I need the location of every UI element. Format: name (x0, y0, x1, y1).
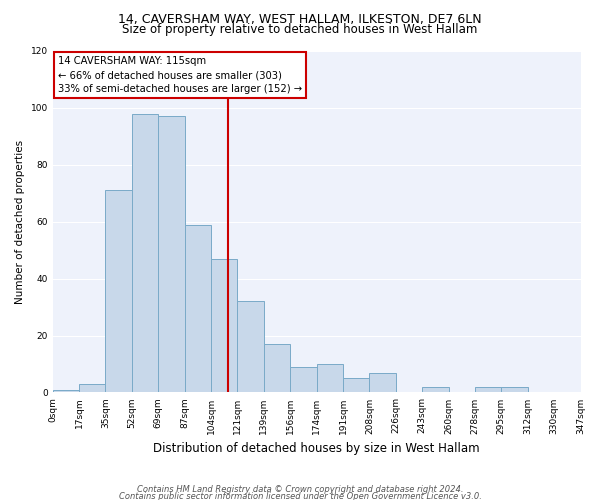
Bar (53, 390, 79, 392)
Bar (132, 114, 158, 392)
Bar (106, 190, 132, 392)
Text: Size of property relative to detached houses in West Hallam: Size of property relative to detached ho… (122, 22, 478, 36)
Bar (79, 384, 106, 392)
Text: 14 CAVERSHAM WAY: 115sqm
← 66% of detached houses are smaller (303)
33% of semi-: 14 CAVERSHAM WAY: 115sqm ← 66% of detach… (58, 56, 302, 94)
Text: Contains HM Land Registry data © Crown copyright and database right 2024.: Contains HM Land Registry data © Crown c… (137, 486, 463, 494)
Bar (238, 302, 264, 392)
Bar (158, 116, 185, 392)
Bar (370, 372, 396, 392)
Bar (185, 224, 211, 392)
Bar (211, 258, 238, 392)
X-axis label: Distribution of detached houses by size in West Hallam: Distribution of detached houses by size … (153, 442, 480, 455)
Bar (343, 378, 370, 392)
Bar (502, 386, 528, 392)
Bar (475, 386, 502, 392)
Text: 14, CAVERSHAM WAY, WEST HALLAM, ILKESTON, DE7 6LN: 14, CAVERSHAM WAY, WEST HALLAM, ILKESTON… (118, 12, 482, 26)
Bar (317, 364, 343, 392)
Bar (264, 344, 290, 393)
Bar (422, 386, 449, 392)
Y-axis label: Number of detached properties: Number of detached properties (15, 140, 25, 304)
Bar (290, 367, 317, 392)
Text: Contains public sector information licensed under the Open Government Licence v3: Contains public sector information licen… (119, 492, 481, 500)
